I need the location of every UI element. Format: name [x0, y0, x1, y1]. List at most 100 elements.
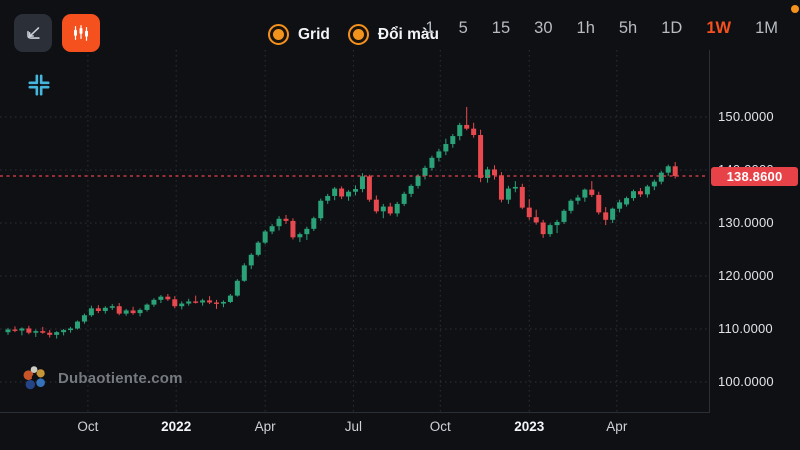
- candle-up: [311, 218, 317, 229]
- candle-up: [186, 301, 192, 304]
- candle-up: [485, 169, 491, 178]
- candle-up: [137, 309, 143, 314]
- candlestick-chart-canvas[interactable]: [0, 0, 710, 413]
- timeframe-1h[interactable]: 1h: [576, 18, 595, 37]
- candle-down: [603, 212, 609, 220]
- candle-down: [464, 124, 470, 129]
- candle-down: [540, 222, 546, 235]
- timeframe-1w[interactable]: 1W: [706, 18, 732, 37]
- timeframe-1d[interactable]: 1D: [661, 18, 683, 37]
- candle-up: [109, 306, 115, 308]
- candle-up: [151, 299, 157, 305]
- candle-down: [95, 308, 101, 311]
- timeframe-1m[interactable]: 1M: [755, 18, 778, 37]
- price-tick-label: 100.0000: [718, 373, 774, 389]
- candle-down: [519, 186, 525, 208]
- candle-up: [81, 315, 87, 322]
- radio-selected-icon: [268, 24, 289, 45]
- current-price-label: 138.8600: [711, 166, 798, 186]
- candle-up: [651, 181, 657, 187]
- timeframe-5[interactable]: 5: [458, 18, 468, 37]
- color-change-toggle[interactable]: Đổi màu: [347, 24, 440, 45]
- price-tick-label: 130.0000: [718, 214, 774, 230]
- candle-up: [554, 221, 560, 226]
- candle-down: [40, 331, 46, 333]
- candle-up: [269, 226, 275, 232]
- time-axis-label: Jul: [344, 419, 363, 434]
- price-tick-label: 120.0000: [718, 267, 774, 283]
- candle-down: [478, 135, 484, 178]
- candle-up: [443, 144, 449, 152]
- dubaotiente-logo-icon: [20, 362, 50, 394]
- time-axis-label: 2022: [161, 419, 192, 434]
- candle-up: [575, 197, 581, 201]
- candle-up: [346, 191, 352, 197]
- candle-down: [26, 328, 32, 333]
- candle-up: [617, 202, 623, 209]
- candle-down: [339, 188, 345, 197]
- candle-up: [158, 296, 164, 300]
- candle-down: [283, 218, 289, 221]
- candle-up: [505, 188, 511, 200]
- notification-dot: [791, 5, 799, 13]
- color-change-toggle-label: Đổi màu: [377, 25, 440, 43]
- candle-up: [547, 225, 553, 235]
- candle-up: [450, 136, 456, 145]
- candle-up: [582, 189, 588, 198]
- price-tick-label: 110.0000: [718, 320, 773, 336]
- candle-up: [325, 195, 331, 201]
- candle-up: [665, 166, 671, 173]
- candle-down: [373, 199, 379, 212]
- candle-down: [533, 217, 539, 223]
- candle-down: [492, 169, 497, 176]
- candle-up: [332, 188, 338, 196]
- candle-down: [290, 220, 296, 238]
- candle-up: [88, 308, 94, 316]
- timeframe-30[interactable]: 30: [534, 18, 553, 37]
- candle-up: [318, 200, 324, 219]
- candle-up: [144, 304, 150, 310]
- candle-down: [387, 206, 393, 214]
- line-chart-type-button[interactable]: [14, 14, 52, 52]
- candle-down: [672, 166, 678, 177]
- timeframe-5h[interactable]: 5h: [618, 18, 638, 37]
- candle-up: [359, 176, 365, 190]
- candle-down: [214, 302, 219, 304]
- candle-up: [408, 185, 414, 194]
- candle-up: [436, 151, 442, 158]
- watermark: Dubaotiente.com: [20, 362, 183, 394]
- time-axis-label: Oct: [429, 419, 451, 434]
- candle-down: [193, 301, 199, 303]
- candle-up: [457, 124, 463, 137]
- candle-down: [589, 189, 595, 195]
- radio-selected-icon: [347, 24, 369, 45]
- candle-up: [394, 203, 400, 214]
- candle-down: [165, 296, 171, 300]
- price-tick-label: 150.0000: [718, 108, 774, 124]
- candle-up: [422, 167, 428, 176]
- candle-up: [227, 295, 233, 302]
- timeframe-15[interactable]: 15: [491, 18, 511, 37]
- grid-toggle[interactable]: Grid: [268, 24, 330, 45]
- candle-up: [624, 198, 630, 205]
- candle-up: [353, 189, 358, 192]
- candle-up: [304, 228, 310, 235]
- candle-up: [644, 186, 650, 195]
- candlestick-chart-type-button[interactable]: [62, 14, 100, 52]
- candle-up: [248, 254, 254, 266]
- candle-up: [610, 208, 616, 220]
- candle-up: [179, 303, 185, 307]
- candle-up: [276, 218, 282, 227]
- candle-down: [12, 329, 18, 331]
- toggle-group: Grid Đổi màu: [268, 24, 439, 45]
- crosshair-icon[interactable]: [26, 72, 52, 98]
- candle-up: [401, 193, 407, 204]
- candle-up: [568, 200, 574, 211]
- candle-up: [255, 242, 261, 255]
- timeframe-1[interactable]: 1: [425, 18, 435, 37]
- candle-down: [172, 299, 178, 307]
- candle-up: [512, 186, 518, 189]
- line-chart-icon: [22, 22, 44, 44]
